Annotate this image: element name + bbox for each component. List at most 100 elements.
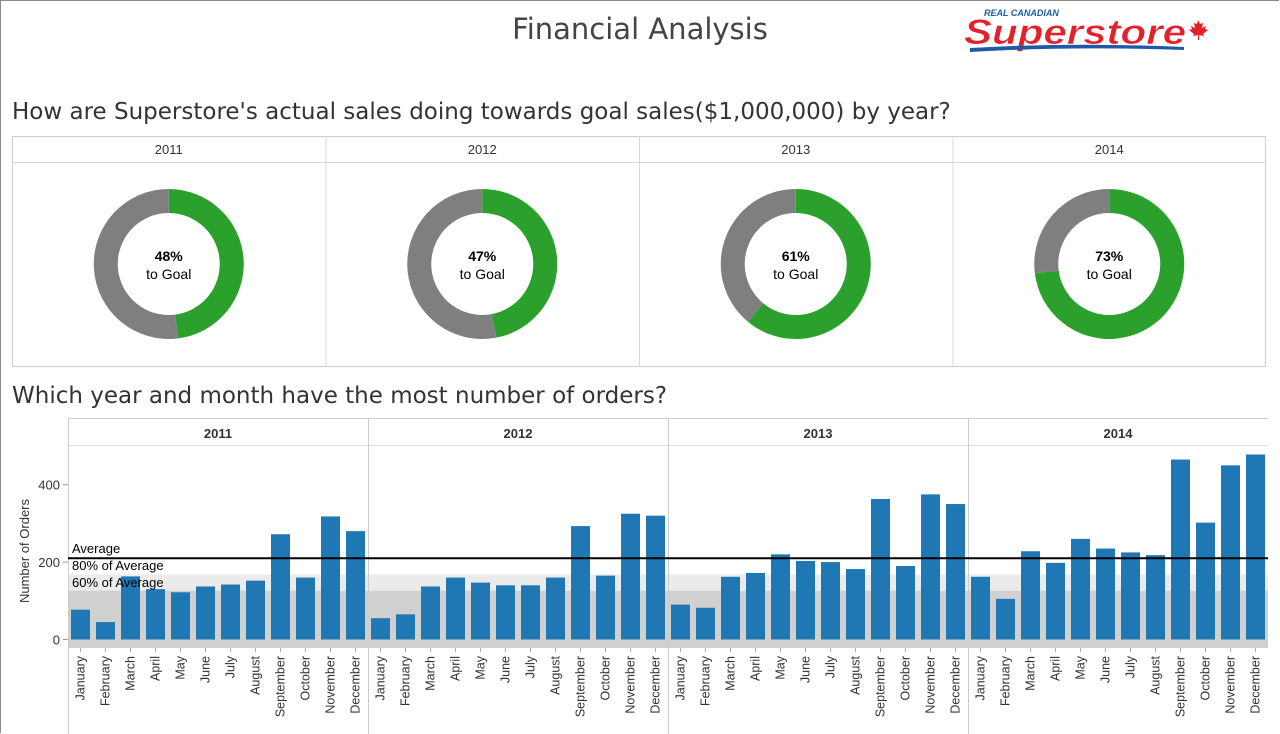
bar-2012-september — [571, 526, 590, 640]
bar-2012-july — [521, 585, 540, 640]
bar-2012-october — [596, 575, 615, 640]
bar-2012-april — [446, 577, 465, 640]
bar-2011-july — [221, 584, 240, 640]
month-label: February — [999, 655, 1013, 706]
y-tick-label: 200 — [38, 555, 60, 570]
logo-top-text: REAL CANADIAN — [984, 8, 1059, 18]
month-label: August — [249, 655, 263, 694]
month-label: October — [599, 656, 613, 700]
bar-2014-september — [1171, 459, 1190, 640]
year-header-label: 2013 — [804, 426, 833, 441]
month-label: September — [274, 656, 288, 717]
month-label: April — [449, 656, 463, 681]
month-label: June — [799, 656, 813, 683]
donut-slice-remaining — [720, 189, 796, 322]
month-label: March — [124, 656, 138, 691]
donut-section-title: How are Superstore's actual sales doing … — [12, 99, 951, 125]
bar-2011-november — [321, 516, 340, 640]
month-label: February — [99, 655, 113, 706]
bar-2012-january — [371, 618, 390, 640]
bar-2012-june — [496, 585, 515, 640]
bar-2012-may — [471, 582, 490, 640]
month-label: July — [824, 655, 838, 678]
donut-sublabel: to Goal — [460, 266, 505, 282]
month-label: June — [1099, 656, 1113, 683]
bar-2012-march — [421, 586, 440, 640]
donut-sublabel: to Goal — [1087, 266, 1132, 282]
month-label: January — [674, 655, 688, 700]
month-label: December — [1249, 656, 1263, 714]
bar-2011-february — [96, 622, 115, 640]
bar-2013-august — [846, 569, 865, 640]
donut-year-label: 2014 — [1095, 142, 1124, 157]
bar-2011-march — [121, 576, 140, 640]
bar-2013-september — [871, 499, 890, 640]
donut-year-label: 2013 — [781, 142, 810, 157]
month-label: May — [174, 655, 188, 679]
month-label: March — [424, 656, 438, 691]
month-label: March — [724, 656, 738, 691]
month-label: December — [349, 656, 363, 714]
year-header-label: 2011 — [204, 426, 232, 441]
month-label: December — [949, 656, 963, 714]
bar-2014-february — [996, 598, 1015, 640]
y-tick-label: 0 — [53, 632, 60, 647]
bar-2012-february — [396, 614, 415, 640]
month-label: February — [699, 655, 713, 706]
bar-2013-december — [946, 504, 965, 640]
bar-2011-august — [246, 580, 265, 640]
month-label: September — [1174, 656, 1188, 717]
month-label: May — [474, 655, 488, 679]
donut-percent-label: 47% — [468, 248, 497, 264]
avg80-label: 80% of Average — [72, 558, 164, 573]
month-label: July — [224, 655, 238, 678]
month-label: June — [499, 656, 513, 683]
orders-bar-chart: 2011 2012 2013 2014 0 200 400 Number of Orders J… — [17, 418, 1268, 734]
month-label: February — [399, 655, 413, 706]
bar-2013-april — [746, 572, 765, 640]
donut-percent-label: 73% — [1095, 248, 1124, 264]
bar-2014-may — [1071, 538, 1090, 640]
month-label: July — [1124, 655, 1138, 678]
month-label: July — [524, 655, 538, 678]
month-label: December — [649, 656, 663, 714]
bar-2014-january — [971, 576, 990, 640]
bar-2013-october — [896, 565, 915, 640]
bar-2011-may — [171, 592, 190, 640]
donut-percent-label: 48% — [155, 248, 184, 264]
bar-2014-march — [1021, 551, 1040, 640]
bar-2012-november — [621, 513, 640, 640]
bar-2011-december — [346, 531, 365, 640]
donut-slice-remaining — [93, 189, 179, 339]
donut-slice-remaining — [1034, 189, 1110, 274]
bar-2014-december — [1246, 454, 1265, 640]
logo-swoosh — [970, 44, 1184, 52]
average-label: Average — [72, 541, 120, 556]
bar-2013-january — [671, 604, 690, 640]
month-label: May — [1074, 655, 1088, 679]
bar-2013-march — [721, 576, 740, 640]
y-tick-label: 400 — [38, 478, 60, 493]
bar-2014-october — [1196, 522, 1215, 640]
year-header-label: 2014 — [1104, 426, 1134, 441]
bar-2014-august — [1146, 555, 1165, 640]
superstore-logo: REAL CANADIAN Superstore — [964, 8, 1208, 52]
donut-slice-remaining — [407, 189, 497, 339]
month-label: August — [549, 655, 563, 694]
bar-2013-november — [921, 494, 940, 640]
goal-donut-chart: 2011 48% to Goal 2012 47% to Goal 2013 61% to Go… — [12, 136, 1266, 367]
month-label: January — [974, 655, 988, 700]
bar-2012-august — [546, 577, 565, 640]
donut-slice-achieved — [1034, 189, 1185, 339]
bar-2014-july — [1121, 552, 1140, 640]
month-label: November — [1224, 656, 1238, 714]
y-axis-title: Number of Orders — [17, 498, 32, 603]
month-label: June — [199, 656, 213, 683]
donut-sublabel: to Goal — [146, 266, 191, 282]
bar-2011-april — [146, 589, 165, 640]
bar-2011-october — [296, 577, 315, 640]
month-label: November — [624, 656, 638, 714]
month-label: September — [574, 656, 588, 717]
bar-2013-february — [696, 607, 715, 640]
